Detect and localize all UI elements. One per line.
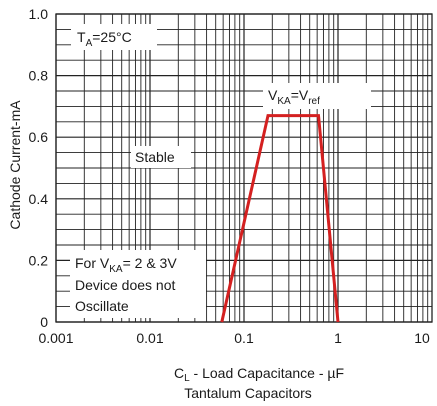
vref-sub: ref (308, 96, 320, 107)
ta-label-box (71, 24, 157, 50)
y-tick-label: 0.8 (29, 68, 49, 84)
x-axis-title-line1: CL - Load Capacitance - µF (174, 365, 344, 384)
temperature-annotation-t: T (77, 29, 86, 45)
y-tick-label: 0 (40, 314, 48, 330)
x-tick-label: 0.01 (136, 330, 163, 346)
vka-eq-v: =V (291, 87, 309, 103)
plot-frame (55, 13, 433, 323)
y-axis-title: Cathode Current-mA (7, 100, 23, 230)
stability-boundary-line (220, 114, 340, 323)
x-tick-label: 0.1 (234, 330, 254, 346)
grid-lines (55, 13, 432, 323)
oscillate-annotation-line1: For VKA= 2 & 3V (75, 255, 177, 275)
osc-ka-sub: KA (109, 264, 123, 275)
x-axis-title-c-subscript: L (184, 373, 190, 384)
vka-vref-annotation: VKA=Vref (268, 87, 320, 107)
y-tick-label: 1.0 (29, 6, 49, 22)
vka-label-box (263, 83, 371, 109)
y-tick-labels: 0 0.2 0.4 0.6 0.8 1.0 (29, 6, 49, 330)
oscillate-label-box (70, 250, 206, 318)
y-tick-label: 0.2 (29, 252, 49, 268)
x-tick-label: 0.001 (38, 330, 73, 346)
x-axis-title-c: C (174, 365, 184, 381)
x-tick-label: 1 (334, 330, 342, 346)
x-tick-label: 10 (414, 330, 430, 346)
osc-values: = 2 & 3V (123, 255, 178, 271)
x-tick-labels: 0.001 0.01 0.1 1 10 (38, 330, 430, 346)
y-tick-label: 0.4 (29, 191, 49, 207)
temperature-annotation: TA=25°C (77, 29, 132, 49)
y-tick-label: 0.6 (29, 129, 49, 145)
osc-for-v: For V (75, 255, 110, 271)
oscillate-annotation-line2: Device does not (75, 277, 176, 293)
temperature-annotation-sub: A (86, 38, 93, 49)
stable-label-box (131, 146, 191, 168)
stable-region-label: Stable (135, 149, 175, 165)
x-axis-title-line2: Tantalum Capacitors (184, 385, 312, 401)
oscillate-annotation-line3: Oscillate (75, 298, 129, 314)
annotation-backgrounds (70, 24, 371, 318)
vka-v: V (268, 87, 278, 103)
x-axis-title-rest: - Load Capacitance - µF (190, 365, 344, 381)
temperature-annotation-rest: =25°C (92, 29, 131, 45)
vka-sub: KA (277, 96, 291, 107)
